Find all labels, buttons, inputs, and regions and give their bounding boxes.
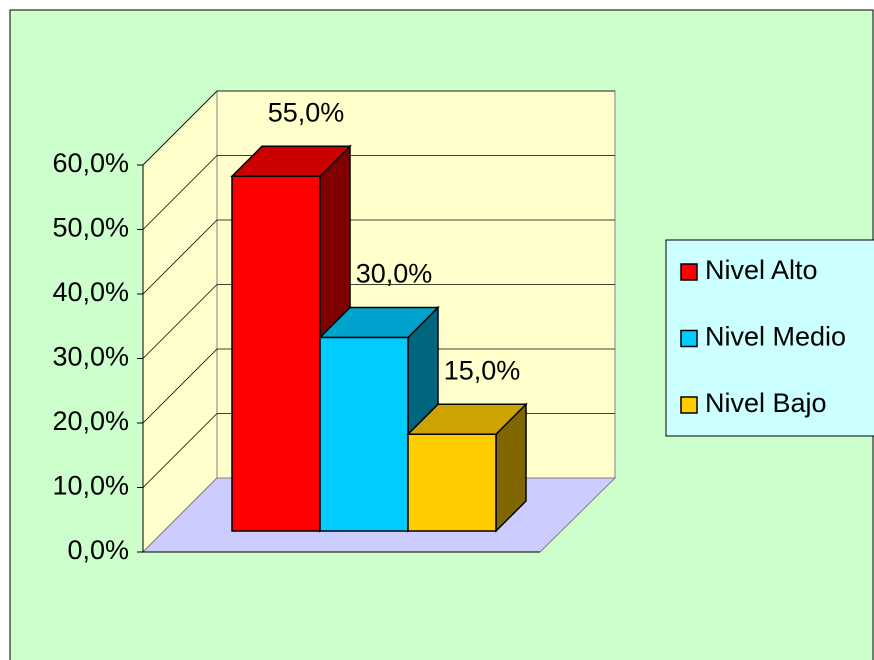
legend-label: Nivel Bajo <box>705 388 827 418</box>
data-label: 55,0% <box>268 97 345 127</box>
grid-line <box>142 90 218 166</box>
y-tick-label: 60,0% <box>52 148 129 178</box>
bar <box>319 336 409 532</box>
data-label: 15,0% <box>444 355 521 385</box>
bar <box>407 433 497 532</box>
y-tick-label: 40,0% <box>52 277 129 307</box>
y-tick-label: 50,0% <box>52 213 129 243</box>
legend-swatch <box>680 329 698 348</box>
legend-label: Nivel Alto <box>705 255 818 285</box>
y-tick-label: 30,0% <box>52 342 129 372</box>
legend-swatch <box>680 396 698 414</box>
y-tick-label: 10,0% <box>52 471 129 501</box>
y-tick-label: 20,0% <box>52 406 129 436</box>
grid-line <box>142 284 218 359</box>
legend-swatch <box>680 263 698 281</box>
y-tick-label: 0,0% <box>67 535 129 565</box>
grid-line <box>142 155 218 230</box>
data-label: 30,0% <box>356 259 433 289</box>
legend-label: Nivel Medio <box>705 322 846 352</box>
grid-line <box>142 219 218 295</box>
grid-line <box>142 413 218 488</box>
bar <box>231 175 321 532</box>
grid-line <box>142 348 218 424</box>
legend <box>665 239 874 437</box>
